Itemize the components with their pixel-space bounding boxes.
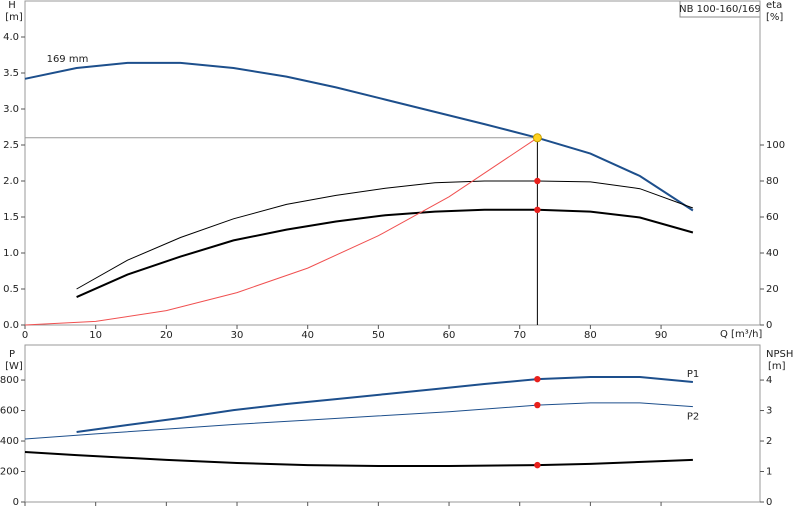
plot-frame	[24, 0, 761, 326]
y2-tick-label: 3	[766, 406, 772, 417]
y-tick-label: 0.5	[3, 284, 19, 295]
curve	[24, 402, 693, 440]
series-label: P2	[687, 412, 699, 423]
y-tick-label: 1.0	[3, 248, 19, 259]
curve	[24, 137, 538, 326]
x-label: Q [m³/h]	[720, 329, 762, 340]
duty-point	[532, 133, 542, 143]
x-tick-label: 70	[513, 330, 526, 341]
y-tick-label: 3.5	[3, 68, 19, 79]
curve	[76, 376, 693, 433]
point	[534, 177, 541, 185]
x-tick-label: 50	[372, 330, 385, 341]
y2-tick-label: 20	[766, 284, 779, 295]
curve	[76, 208, 694, 299]
y-tick-label: 600	[0, 406, 19, 417]
point	[534, 401, 541, 409]
x-tick-label: 20	[160, 330, 173, 341]
y2-tick-label: 40	[766, 248, 779, 259]
x-tick-label: 10	[89, 330, 102, 341]
y-tick-label: 3.0	[3, 104, 19, 115]
y-tick-label: 2.0	[3, 176, 19, 187]
y2-tick-label: 2	[766, 436, 772, 447]
curve	[24, 451, 693, 467]
y-tick-label: 200	[0, 467, 19, 478]
x-tick-label: 0	[22, 330, 28, 341]
y-label: P	[9, 349, 15, 360]
series-label: P1	[687, 369, 699, 380]
y2-tick-label: 100	[766, 140, 785, 151]
y2-tick-label: 0	[766, 320, 772, 331]
curve	[24, 61, 694, 212]
series-label: 169 mm	[47, 54, 89, 65]
y-tick-label: 0.0	[3, 320, 19, 331]
x-tick-label: 90	[655, 330, 668, 341]
x-tick-label: 60	[443, 330, 456, 341]
y-tick-label: 1.5	[3, 212, 19, 223]
curve	[76, 180, 694, 290]
y2-tick-label: 1	[766, 467, 772, 478]
y-tick-label: 4.0	[3, 32, 19, 43]
y2-tick-label: 0	[766, 497, 772, 508]
y2-tick-label: 4	[766, 375, 772, 386]
y-label: H	[8, 0, 16, 11]
y-tick-label: 800	[0, 375, 19, 386]
y-tick-label: 2.5	[3, 140, 19, 151]
y-unit: [m]	[5, 12, 23, 23]
y-tick-label: 400	[0, 436, 19, 447]
plot-frame	[24, 344, 761, 503]
y-tick-label: 0	[13, 497, 19, 508]
x-tick-label: 30	[231, 330, 244, 341]
point	[534, 461, 541, 469]
y2-tick-label: 60	[766, 212, 779, 223]
chart-title: NB 100-160/169	[679, 4, 761, 15]
point	[534, 206, 541, 213]
y2-unit: [m]	[768, 361, 786, 372]
x-tick-label: 40	[301, 330, 314, 341]
y2-label: NPSH	[766, 349, 793, 360]
y-unit: [W]	[5, 361, 23, 372]
y2-unit: [%]	[766, 12, 783, 23]
y2-tick-label: 80	[766, 176, 779, 187]
y2-label: eta	[766, 0, 782, 11]
x-tick-label: 80	[584, 330, 597, 341]
point	[534, 375, 541, 383]
